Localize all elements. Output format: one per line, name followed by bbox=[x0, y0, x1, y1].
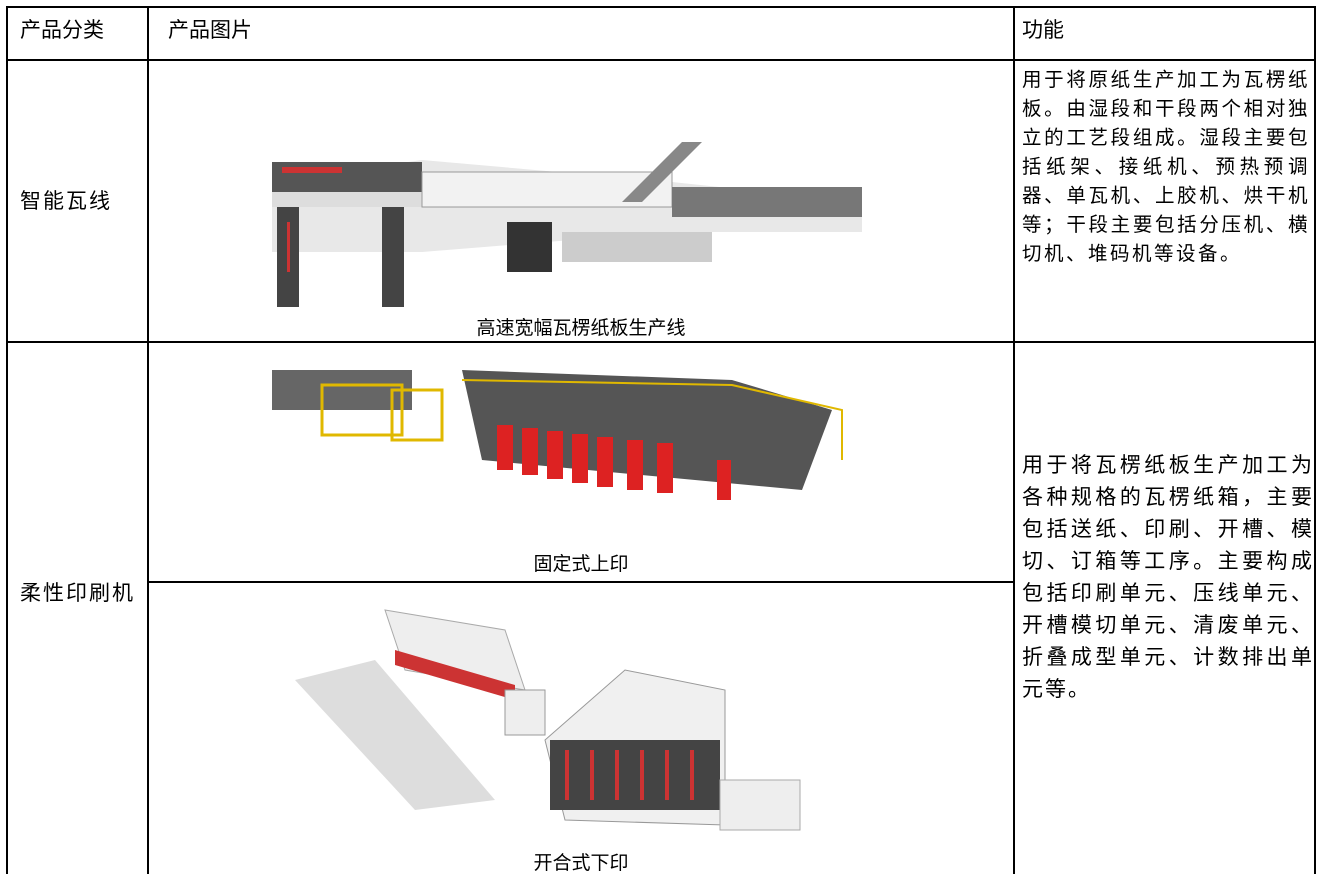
border bbox=[6, 6, 1316, 8]
product-image bbox=[272, 142, 862, 307]
header-cell: 产品图片 bbox=[168, 18, 252, 42]
function-text: 用于将原纸生产加工为瓦楞纸板。由湿段和干段两个相对独立的工艺段组成。湿段主要包括… bbox=[1022, 68, 1310, 265]
border bbox=[6, 341, 1316, 343]
image-caption: 高速宽幅瓦楞纸板生产线 bbox=[476, 317, 686, 339]
product-image bbox=[295, 609, 801, 831]
border bbox=[1013, 6, 1015, 874]
border bbox=[1314, 6, 1316, 874]
function-text: 用于将瓦楞纸板生产加工为各种规格的瓦楞纸箱，主要包括送纸、印刷、开槽、模切、订箱… bbox=[1022, 453, 1314, 701]
border bbox=[6, 6, 8, 874]
image-caption: 开合式下印 bbox=[533, 852, 629, 874]
header-cell: 产品分类 bbox=[20, 18, 104, 42]
border bbox=[147, 6, 149, 874]
border bbox=[6, 59, 1316, 61]
category: 柔性印刷机 bbox=[20, 581, 135, 605]
category: 智能瓦线 bbox=[20, 189, 112, 213]
image-caption: 固定式上印 bbox=[533, 553, 629, 575]
product-image bbox=[272, 370, 843, 500]
border bbox=[148, 581, 1014, 583]
header-cell: 功能 bbox=[1022, 18, 1064, 42]
